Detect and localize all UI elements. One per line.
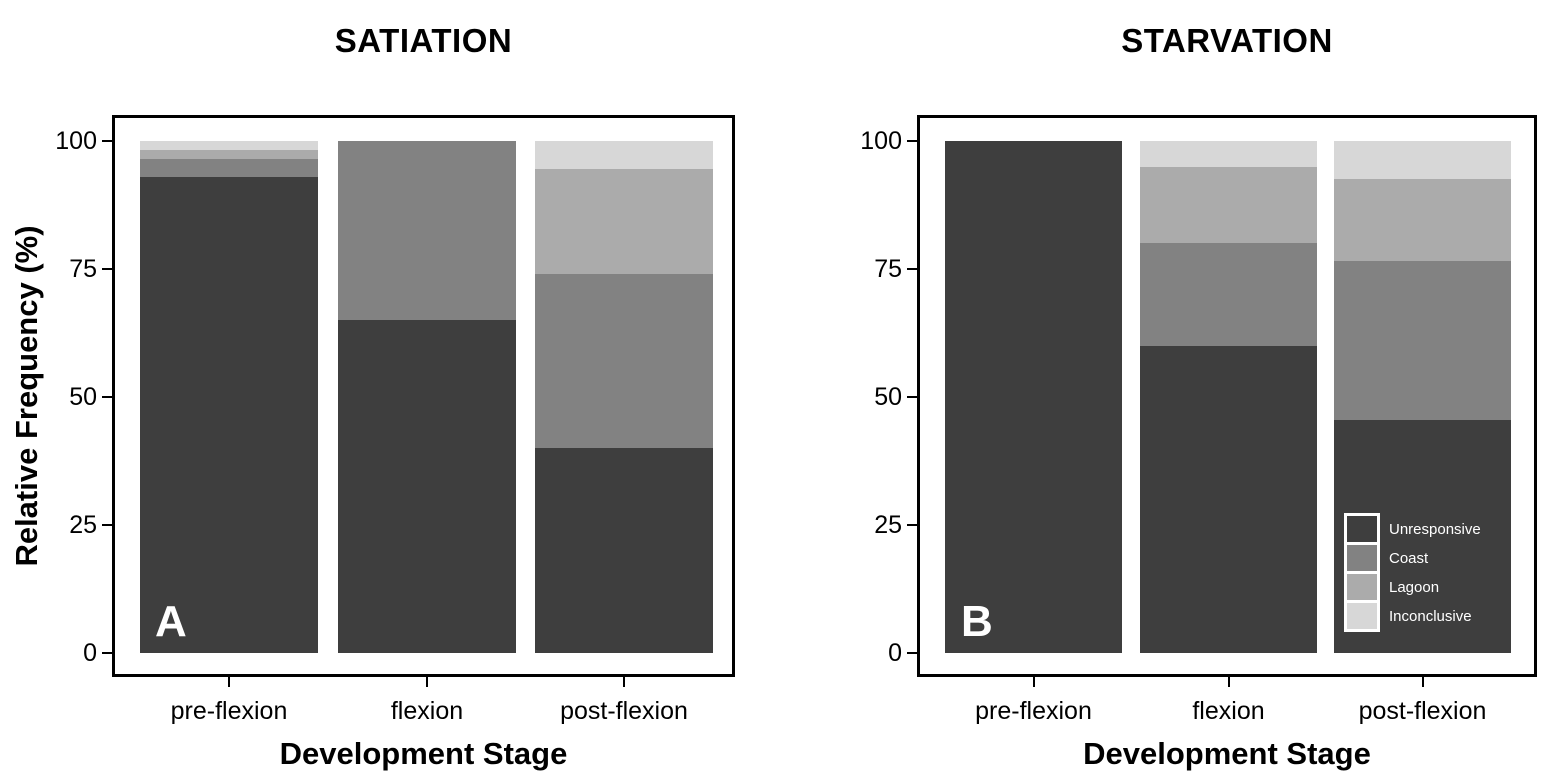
legend-swatch-inconclusive-icon [1344, 600, 1380, 632]
bar-segment-lagoon [1334, 179, 1511, 262]
legend-label-lagoon: Lagoon [1389, 578, 1440, 596]
y-tick [907, 524, 917, 526]
bar-segment-coast [535, 274, 713, 449]
x-tick [623, 677, 625, 687]
y-tick-label: 75 [69, 255, 97, 283]
x-tick [1032, 677, 1035, 687]
x-tick-label: pre-flexion [975, 697, 1092, 725]
bar-segment-coast [1140, 243, 1317, 346]
bar-segment-unresponsive [535, 448, 713, 653]
y-tick [102, 652, 112, 654]
bar-segment-lagoon [1140, 166, 1317, 244]
legend-item-lagoon: Lagoon [1344, 571, 1481, 603]
legend: Unresponsive Coast Lagoon Inconclusive [1344, 513, 1481, 632]
y-tick [907, 140, 917, 142]
panel-b-letter: B [961, 597, 993, 646]
x-tick-label: post-flexion [1358, 697, 1487, 725]
bar-segment-inconclusive [1334, 141, 1511, 180]
y-tick-label: 100 [860, 127, 902, 155]
panel-b-title: STARVATION [1121, 22, 1333, 59]
y-tick-label: 0 [888, 639, 902, 667]
y-tick-label: 0 [83, 639, 97, 667]
panel-a-title: SATIATION [334, 22, 513, 59]
y-tick-label: 25 [874, 511, 902, 539]
bar-segment-unresponsive [140, 176, 318, 653]
bar-segment-inconclusive [535, 141, 713, 170]
bar-segment-coast [140, 158, 318, 177]
x-tick-label: post-flexion [560, 697, 688, 725]
x-tick [1227, 677, 1230, 687]
legend-swatch-coast-icon [1344, 542, 1380, 574]
y-tick-label: 75 [874, 255, 902, 283]
y-tick [102, 140, 112, 142]
panel-a-x-axis-title: Development Stage [279, 736, 568, 771]
legend-item-unresponsive: Unresponsive [1344, 513, 1481, 545]
bar-segment-inconclusive [140, 141, 318, 150]
bar-segment-unresponsive [1140, 345, 1317, 653]
y-tick-label: 100 [55, 127, 97, 155]
legend-label-unresponsive: Unresponsive [1389, 520, 1481, 538]
legend-label-coast: Coast [1389, 549, 1429, 567]
legend-swatch-lagoon-icon [1344, 571, 1380, 603]
y-tick [907, 652, 917, 654]
y-tick-label: 25 [69, 511, 97, 539]
x-tick-label: flexion [390, 697, 464, 725]
bar-segment-coast [338, 141, 516, 321]
bar-segment-coast [1334, 261, 1511, 421]
y-tick [907, 396, 917, 398]
y-tick [907, 268, 917, 270]
bar-segment-inconclusive [1140, 141, 1317, 167]
bar-segment-unresponsive [945, 141, 1122, 653]
x-tick-label: flexion [1192, 697, 1265, 725]
legend-item-coast: Coast [1344, 542, 1481, 574]
bar-segment-lagoon [535, 169, 713, 275]
y-tick [102, 524, 112, 526]
x-tick-label: pre-flexion [170, 697, 288, 725]
x-tick [426, 677, 428, 687]
y-tick-label: 50 [874, 383, 902, 411]
x-tick [228, 677, 230, 687]
bar-segment-unresponsive [338, 320, 516, 653]
bar-segment-lagoon [140, 149, 318, 159]
legend-swatch-unresponsive-icon [1344, 513, 1380, 545]
y-tick [102, 396, 112, 398]
legend-item-inconclusive: Inconclusive [1344, 600, 1481, 632]
panel-b-x-axis-title: Development Stage [1083, 736, 1371, 771]
x-tick [1421, 677, 1424, 687]
panel-a-letter: A [155, 597, 187, 646]
y-tick-label: 50 [69, 383, 97, 411]
y-tick [102, 268, 112, 270]
legend-label-inconclusive: Inconclusive [1389, 607, 1472, 625]
